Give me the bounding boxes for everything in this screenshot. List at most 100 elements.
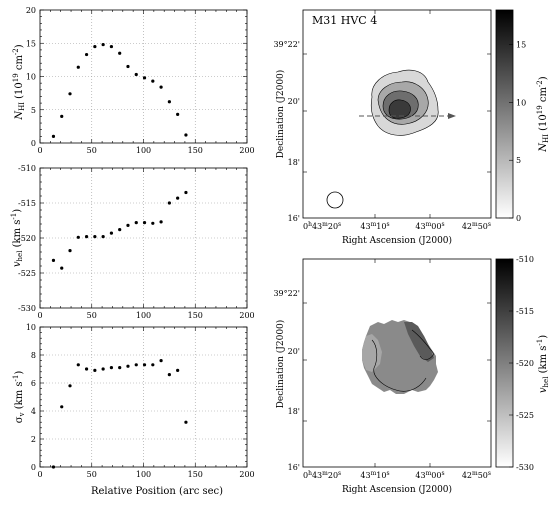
nhi-map-panel: M31 HVC 4 39°22' 20' 18' 16' 0h43m20s 43… xyxy=(273,9,550,246)
vel-map-xtick-2: 43m10s xyxy=(360,470,389,480)
nhi-data-point xyxy=(101,42,105,47)
velocity-contour xyxy=(371,339,427,392)
velocity-colorbar-tick-label: -510 xyxy=(516,255,534,264)
dispersion-ytick-label: 10 xyxy=(26,323,36,332)
nhi-ytick-label: 0 xyxy=(31,139,36,148)
dispersion-data-point xyxy=(68,384,72,388)
velocity-field-dark xyxy=(404,322,434,362)
cut-arrow-head xyxy=(448,113,456,119)
vel-map-ylabel: Declination (J2000) xyxy=(275,320,286,409)
nhi-ytick-label: 20 xyxy=(26,6,36,15)
velocity-xtick-label: 100 xyxy=(136,311,151,320)
velocity-xtick-label: 150 xyxy=(188,311,203,320)
nhi-ytick-label: 5 xyxy=(31,106,36,115)
velocity-data-point xyxy=(76,235,80,239)
velocity-data-point xyxy=(167,201,171,205)
velocity-colorbar-tick-label: -525 xyxy=(516,411,534,420)
velocity-colorbar-tick-label: -520 xyxy=(516,359,534,368)
velocity-xtick-label: 50 xyxy=(87,311,97,320)
velocity-data-point xyxy=(93,235,97,239)
dispersion-ytick-label: 6 xyxy=(31,379,36,388)
nhi-xtick-label: 200 xyxy=(239,146,254,155)
nhi-data-point xyxy=(126,64,130,69)
nhi-data-point xyxy=(84,52,89,57)
velocity-data-point xyxy=(184,190,188,195)
nhi-data-point xyxy=(184,133,188,137)
velocity-data-point xyxy=(126,223,130,227)
velocity-data-point xyxy=(109,231,114,235)
vel-map-ytick-2: 20' xyxy=(288,347,300,356)
nhi-cloud-contour-4 xyxy=(388,99,411,119)
nhi-map-xlabel: Right Ascension (J2000) xyxy=(342,235,452,246)
velocity-ytick-label: -510 xyxy=(18,164,36,173)
velocity-data-point xyxy=(51,258,56,262)
nhi-data-point xyxy=(118,51,122,55)
dispersion-ytick-label: 8 xyxy=(31,351,36,360)
nhi-data-point xyxy=(60,114,64,118)
velocity-ytick-label: -515 xyxy=(18,199,36,208)
dispersion-xtick-label: 150 xyxy=(188,470,203,479)
velocity-data-point xyxy=(68,249,72,253)
dispersion-data-point xyxy=(142,363,147,367)
dispersion-data-point xyxy=(101,367,105,371)
dispersion-data-point xyxy=(93,368,97,372)
nhi-map-ytick-4: 16' xyxy=(288,214,300,223)
dispersion-data-point xyxy=(76,363,80,367)
dispersion-ytick-label: 2 xyxy=(31,435,36,444)
dispersion-data-point xyxy=(118,366,122,370)
velocity-data-point xyxy=(151,221,155,225)
nhi-xtick-label: 100 xyxy=(136,146,151,155)
nhi-map-ylabel: Declination (J2000) xyxy=(275,70,286,159)
nhi-data-point xyxy=(76,65,80,69)
dispersion-profile-panel: 0 2 4 6 8 10 0 50 100 150 200 σv (km s-1) Relativ… xyxy=(12,323,255,497)
velocity-xtick-label: 0 xyxy=(37,311,42,320)
nhi-map-xtick-1: 0h43m20s xyxy=(303,221,341,231)
dispersion-data-point xyxy=(167,373,171,377)
dispersion-xtick-label: 100 xyxy=(136,470,151,479)
nhi-ytick-label: 15 xyxy=(26,39,36,48)
vel-map-xlabel: Right Ascension (J2000) xyxy=(342,484,452,495)
velocity-contour-2 xyxy=(411,329,435,360)
nhi-map-ytick-2: 20' xyxy=(288,97,300,106)
vel-map-ytick-3: 18' xyxy=(288,407,300,416)
velocity-profile-ylabel: vhel (km s-1) xyxy=(10,209,24,267)
velocity-data-point xyxy=(134,221,138,225)
nhi-data-point xyxy=(142,76,147,80)
nhi-colorbar xyxy=(495,9,514,219)
nhi-data-point xyxy=(51,134,56,138)
nhi-data-point xyxy=(68,92,72,96)
dispersion-data-point xyxy=(109,366,114,370)
velocity-ytick-label: -525 xyxy=(18,269,36,278)
velocity-data-point xyxy=(159,220,163,224)
dispersion-profile-ylabel: σv (km s-1) xyxy=(12,371,26,424)
velocity-data-point xyxy=(60,266,64,270)
profile-xlabel: Relative Position (arc sec) xyxy=(91,486,223,497)
nhi-map-ytick-3: 18' xyxy=(288,158,300,167)
nhi-xtick-label: 150 xyxy=(188,146,203,155)
vel-map-xtick-4: 42m50s xyxy=(462,470,491,480)
nhi-map-ytick-1: 39°22' xyxy=(273,40,300,49)
velocity-data-point xyxy=(176,196,180,200)
nhi-profile-panel: 0 5 10 15 20 NHI (1019 cm-2) 0 50 100 150 200 xyxy=(12,6,255,155)
velocity-data-point xyxy=(118,228,122,232)
nhi-map-xtick-3: 43m00s xyxy=(415,221,444,231)
dispersion-xtick-label: 50 xyxy=(87,470,97,479)
nhi-xtick-label: 0 xyxy=(37,146,42,155)
dispersion-data-point xyxy=(184,420,188,424)
dispersion-data-point xyxy=(60,405,64,409)
nhi-data-point xyxy=(134,72,138,77)
vel-map-ytick-1: 39°22' xyxy=(273,289,300,298)
nhi-data-point xyxy=(151,79,155,83)
dispersion-data-point xyxy=(151,363,155,367)
nhi-data-point xyxy=(93,44,97,49)
velocity-data-point xyxy=(142,221,147,225)
nhi-data-point xyxy=(109,44,114,49)
nhi-colorbar-tick-label: 5 xyxy=(516,156,521,165)
nhi-data-point xyxy=(167,100,171,104)
dispersion-data-point xyxy=(159,359,163,363)
nhi-xtick-label: 50 xyxy=(87,146,97,155)
velocity-map-panel: 39°22' 20' 18' 16' 0h43m20s 43m10s 43m00… xyxy=(273,255,550,495)
dispersion-data-point xyxy=(134,363,138,367)
velocity-colorbar-tick-label: -530 xyxy=(516,463,534,472)
